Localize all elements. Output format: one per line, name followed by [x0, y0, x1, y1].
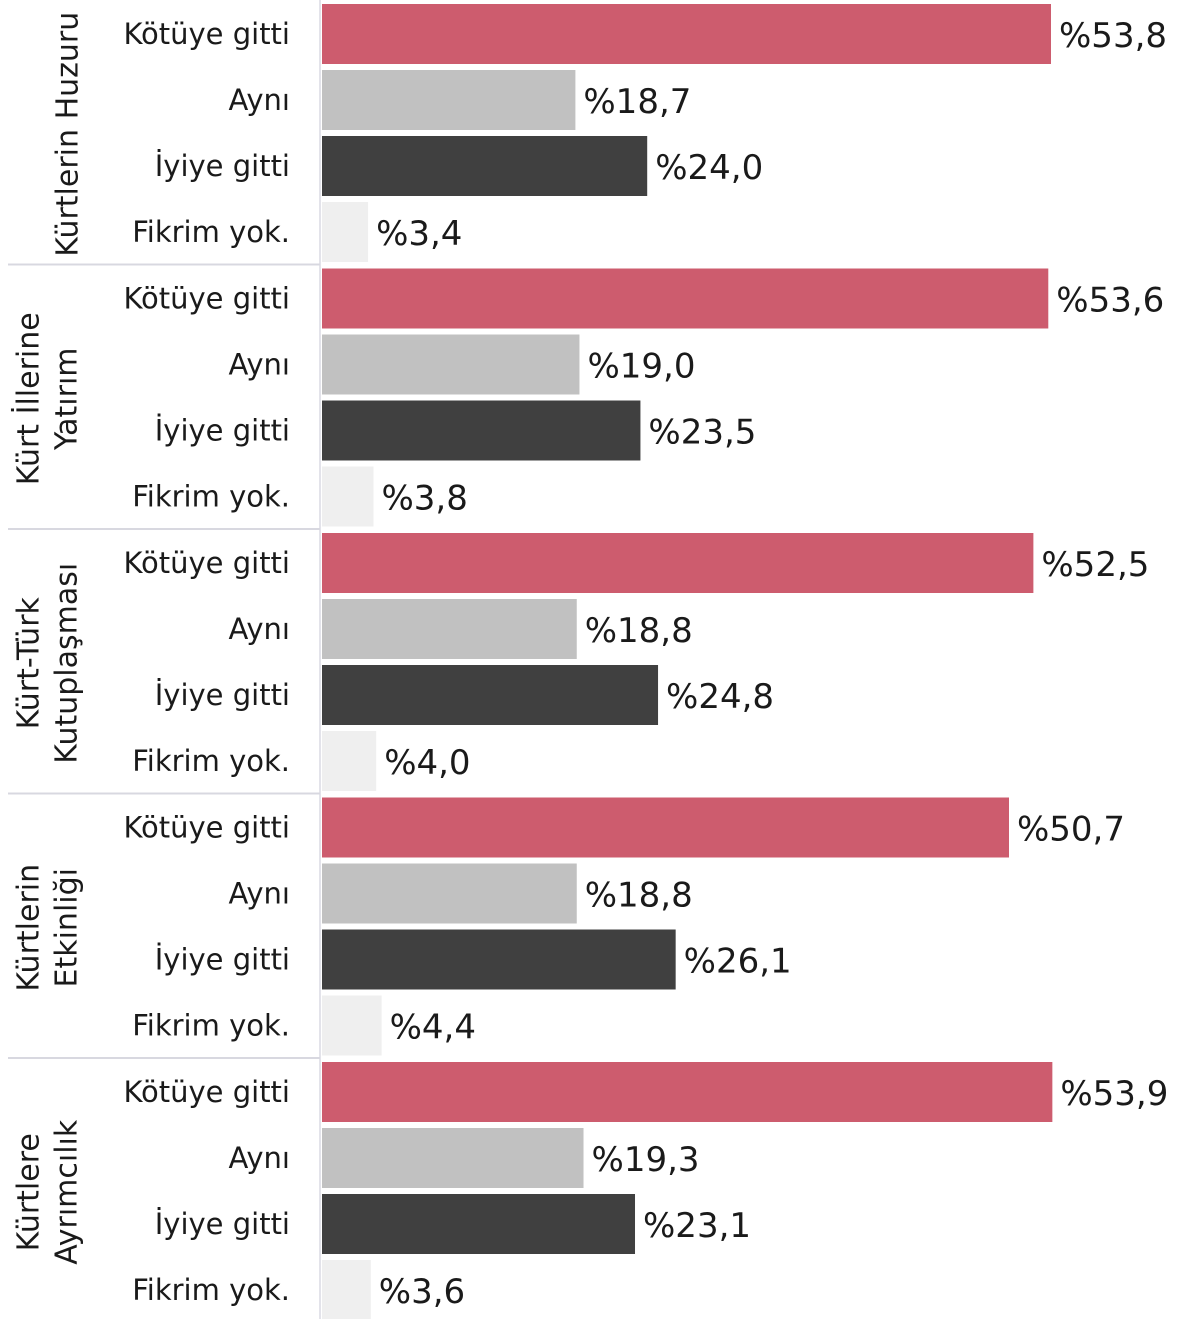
value-label: %53,9	[1060, 1074, 1168, 1114]
group-title: Kutuplaşması	[50, 563, 85, 764]
category-label: Kötüye gitti	[123, 811, 290, 845]
category-label: İyiye gitti	[155, 149, 290, 183]
category-label: Kötüye gitti	[123, 1075, 290, 1109]
bar	[322, 863, 577, 924]
bar	[322, 1260, 371, 1319]
category-label: Fikrim yok.	[132, 1273, 290, 1307]
value-label: %3,8	[381, 479, 467, 519]
category-label: Aynı	[229, 877, 290, 911]
category-label: Kötüye gitti	[123, 546, 290, 580]
category-label: Aynı	[229, 1141, 290, 1175]
bar	[322, 400, 641, 461]
group-title: Kürtlerin	[12, 864, 47, 992]
value-label: %24,0	[655, 148, 763, 188]
group-title: Yatırım	[50, 347, 85, 451]
category-label: Kötüye gitti	[123, 282, 290, 316]
group-title: Etkinliği	[50, 868, 85, 988]
group-title: Kürtlerin Huzuru	[51, 12, 86, 257]
bar	[322, 1128, 584, 1188]
category-label: Aynı	[229, 83, 290, 117]
category-label: Fikrim yok.	[132, 215, 290, 249]
category-label: İyiye gitti	[155, 678, 290, 712]
bar	[322, 4, 1051, 64]
bar	[322, 136, 648, 196]
value-label: %3,6	[379, 1272, 465, 1312]
bar	[322, 70, 576, 130]
category-label: Fikrim yok.	[132, 480, 290, 514]
value-label: %23,5	[648, 413, 756, 453]
bar	[322, 665, 659, 725]
value-label: %23,1	[643, 1206, 751, 1246]
category-label: İyiye gitti	[155, 414, 290, 448]
bar	[322, 731, 377, 791]
bar	[322, 797, 1009, 858]
value-label: %18,7	[583, 82, 691, 122]
group-title: Kürtlere	[12, 1133, 47, 1251]
bar	[322, 334, 580, 395]
value-label: %19,0	[587, 347, 695, 387]
bar	[322, 466, 374, 527]
value-label: %18,8	[585, 611, 693, 651]
group-title: Kürt İllerine	[11, 312, 47, 485]
value-label: %50,7	[1017, 810, 1125, 850]
category-label: Fikrim yok.	[132, 744, 290, 778]
bar	[322, 995, 382, 1056]
group-title: Kürt-Türk	[12, 596, 47, 729]
value-label: %4,0	[384, 743, 470, 783]
value-label: %53,6	[1056, 281, 1164, 321]
bar	[322, 533, 1034, 593]
value-label: %26,1	[684, 942, 792, 982]
bar	[322, 599, 577, 659]
value-label: %18,8	[585, 876, 693, 916]
category-label: Aynı	[229, 348, 290, 382]
value-label: %19,3	[592, 1140, 700, 1180]
bar	[322, 1062, 1053, 1122]
value-label: %24,8	[666, 677, 774, 717]
category-label: Kötüye gitti	[123, 17, 290, 51]
bar	[322, 1194, 636, 1254]
category-label: Aynı	[229, 612, 290, 646]
group-title: Ayrımcılık	[50, 1119, 85, 1265]
category-label: İyiye gitti	[155, 1207, 290, 1241]
value-label: %3,4	[376, 214, 462, 254]
value-label: %4,4	[390, 1008, 476, 1048]
category-label: İyiye gitti	[155, 943, 290, 977]
bar	[322, 202, 369, 262]
category-label: Fikrim yok.	[132, 1009, 290, 1043]
bar	[322, 268, 1049, 329]
value-label: %52,5	[1041, 545, 1149, 585]
bar	[322, 929, 676, 990]
value-label: %53,8	[1059, 16, 1167, 56]
